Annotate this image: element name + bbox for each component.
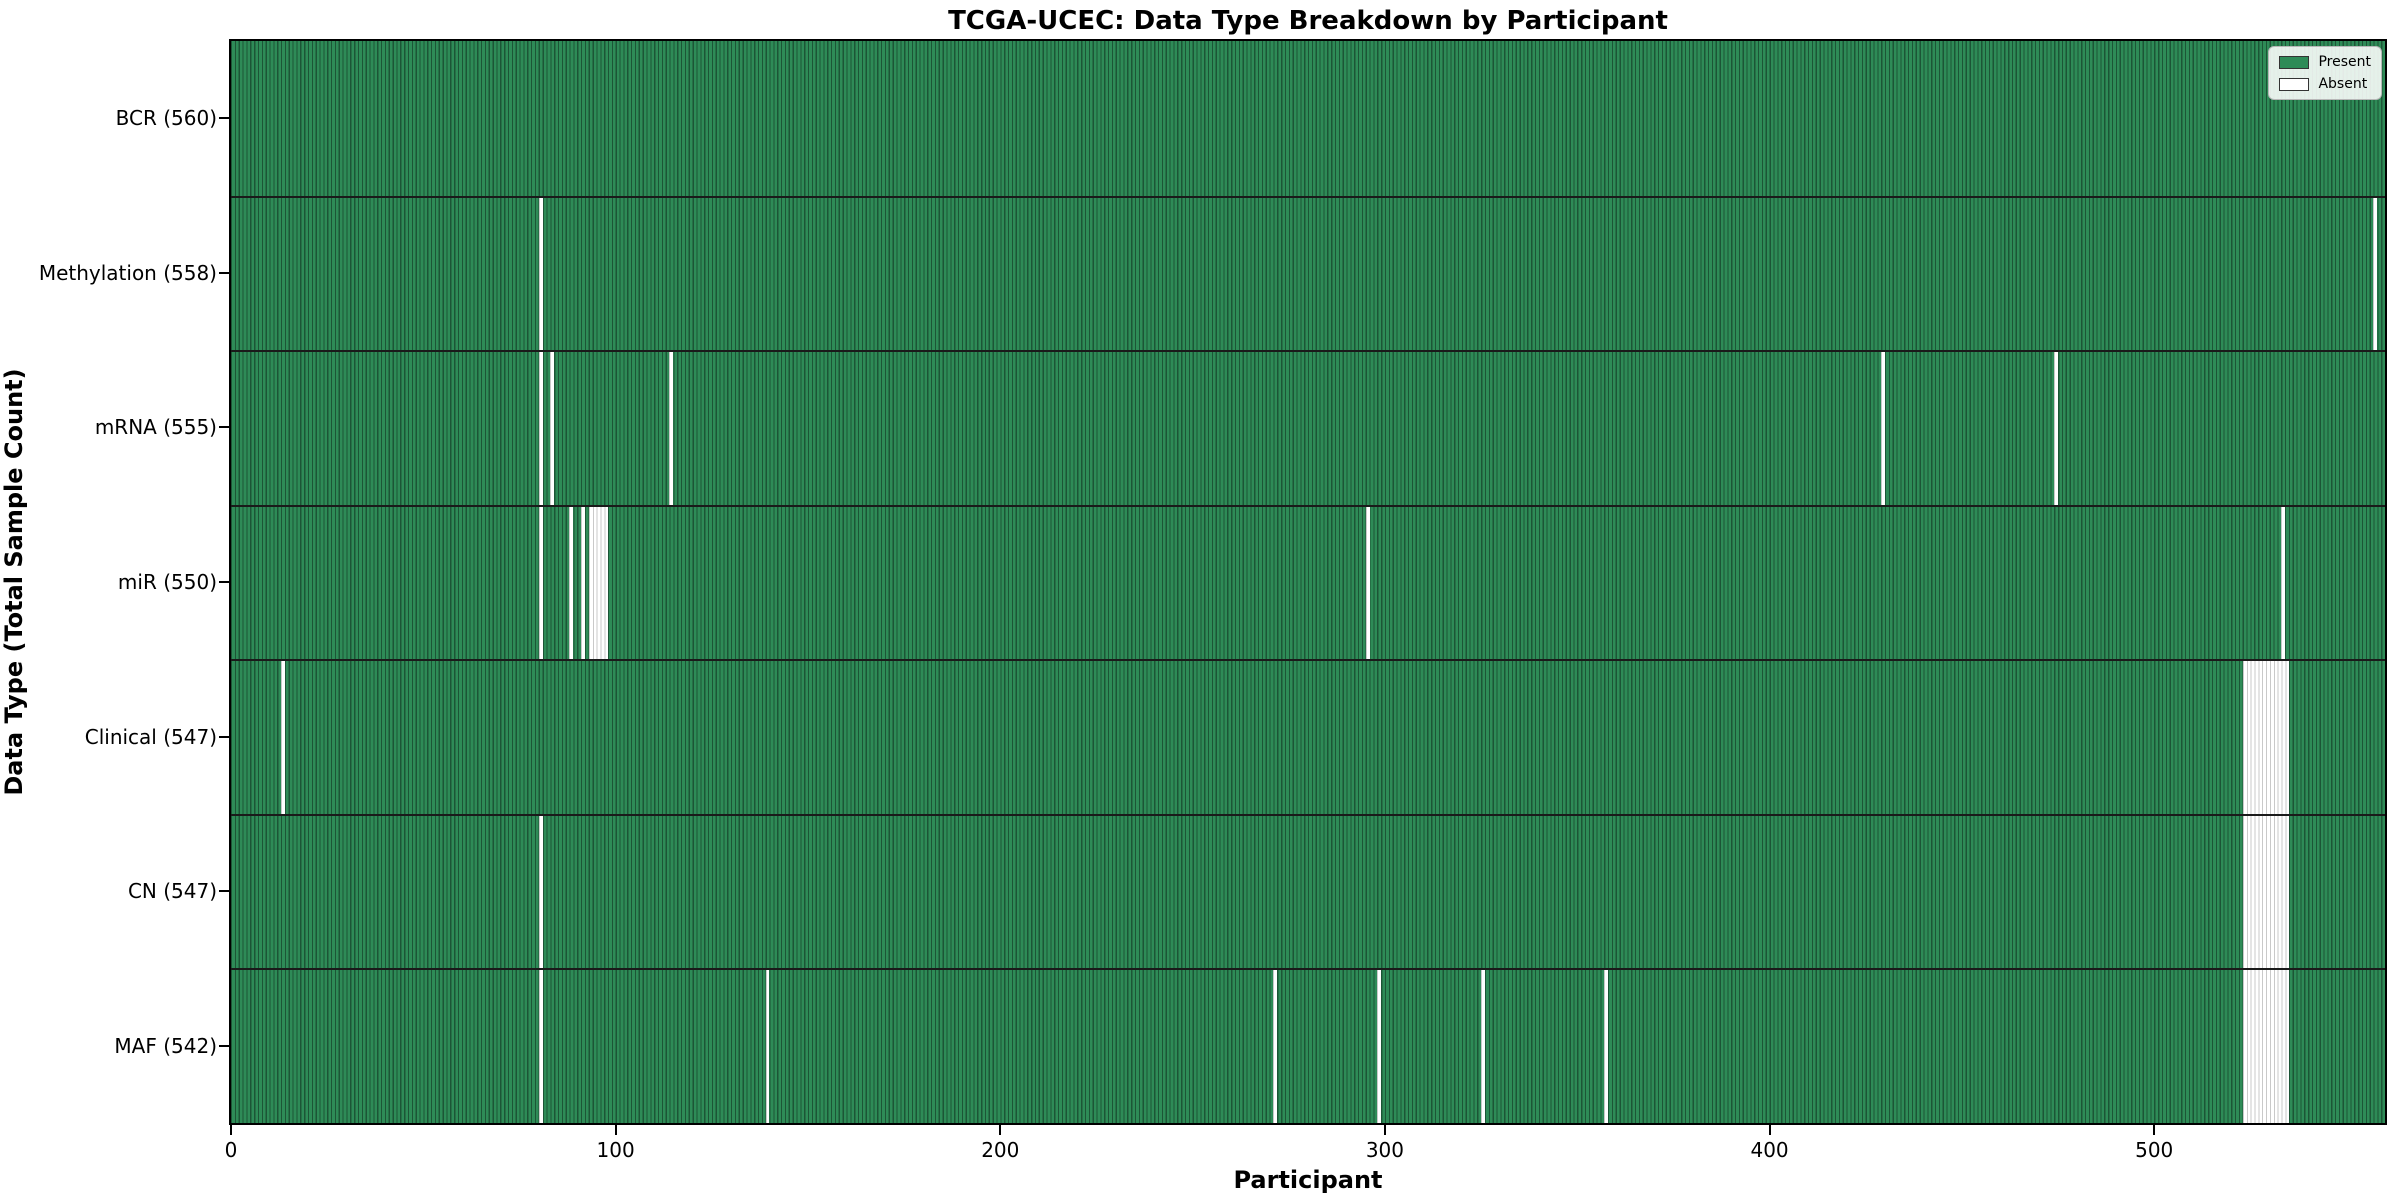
x-tick-mark — [1768, 1125, 1771, 1135]
y-tick-mark — [219, 117, 229, 120]
x-tick-mark — [2153, 1125, 2156, 1135]
absent-gap — [1273, 970, 1278, 1123]
legend: Present Absent — [2268, 46, 2382, 100]
row-bcr — [231, 41, 2385, 196]
legend-swatch-absent — [2279, 77, 2310, 91]
x-tick-label: 300 — [1365, 1138, 1405, 1162]
absent-gap — [281, 661, 285, 814]
absent-gap — [538, 197, 543, 351]
y-tick-label: mRNA (555) — [94, 415, 217, 440]
row-clinical — [231, 659, 2385, 814]
x-tick-mark — [230, 1125, 232, 1135]
y-tick-mark — [219, 581, 229, 583]
absent-gap — [2242, 970, 2289, 1123]
absent-gap — [538, 352, 543, 505]
absent-gap — [2373, 197, 2378, 351]
x-tick-mark — [614, 1125, 617, 1135]
y-tick-label: CN (547) — [127, 879, 217, 904]
x-tick-label: 200 — [981, 1138, 1020, 1162]
absent-gap — [538, 815, 543, 969]
absent-gap — [1377, 970, 1382, 1123]
legend-swatch-present — [2279, 55, 2310, 69]
x-tick-label: 100 — [596, 1138, 635, 1162]
plot-area: Present Absent — [229, 39, 2387, 1125]
absent-gap — [2242, 815, 2289, 969]
y-tick-label: miR (550) — [117, 570, 217, 594]
absent-gap — [1881, 352, 1885, 505]
legend-entry-present: Present — [2279, 54, 2371, 70]
absent-gap — [1604, 970, 1609, 1123]
chart-title: TCGA-UCEC: Data Type Breakdown by Partic… — [948, 6, 1668, 36]
absent-gap — [550, 352, 555, 505]
y-tick-mark — [219, 890, 229, 893]
legend-label: Present — [2318, 54, 2371, 70]
absent-gap — [538, 506, 543, 660]
absent-gap — [2054, 352, 2059, 505]
legend-entry-absent: Absent — [2279, 76, 2371, 92]
x-tick-mark — [999, 1125, 1002, 1135]
x-axis-label: Participant — [1233, 1166, 1383, 1194]
row-cn — [231, 813, 2385, 969]
row-mrna — [231, 350, 2385, 505]
y-tick-mark — [219, 1044, 229, 1047]
absent-gap — [538, 970, 543, 1123]
y-tick-label: BCR (560) — [115, 106, 217, 131]
y-axis-label: Data Type (Total Sample Count) — [0, 368, 28, 796]
x-tick-label: 400 — [1750, 1138, 1789, 1162]
y-tick-label: Methylation (558) — [38, 260, 217, 285]
absent-gap — [669, 352, 674, 505]
y-tick-label: MAF (542) — [114, 1033, 217, 1058]
row-methylation — [231, 195, 2385, 351]
x-tick-label: 0 — [224, 1138, 238, 1162]
x-tick-label: 500 — [2135, 1138, 2174, 1162]
y-tick-mark — [219, 271, 229, 274]
x-tick-mark — [1383, 1125, 1386, 1135]
absent-gap — [588, 506, 608, 660]
absent-gap — [581, 506, 585, 660]
absent-gap — [2242, 661, 2289, 814]
absent-gap — [2281, 506, 2285, 660]
absent-gap — [1481, 970, 1485, 1123]
legend-label: Absent — [2318, 76, 2368, 92]
y-tick-label: Clinical (547) — [84, 724, 217, 749]
absent-gap — [569, 506, 574, 660]
row-maf — [231, 968, 2385, 1123]
y-tick-mark — [219, 426, 229, 429]
y-tick-mark — [219, 735, 229, 738]
absent-gap — [765, 970, 770, 1123]
row-mir — [231, 504, 2385, 660]
absent-gap — [1365, 506, 1370, 660]
